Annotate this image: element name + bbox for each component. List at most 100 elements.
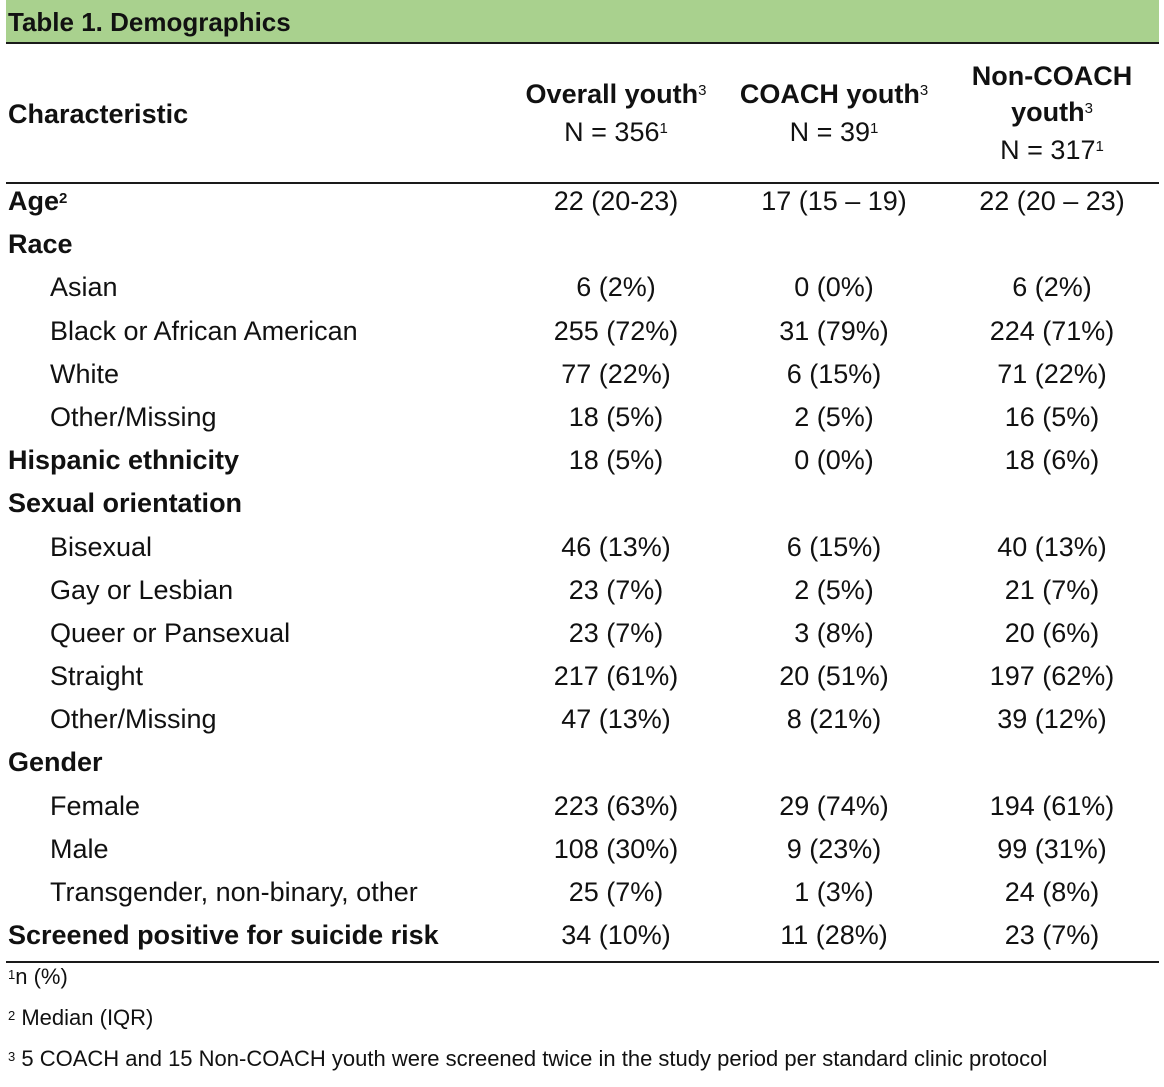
table-title-bar: Table 1. Demographics <box>6 0 1159 44</box>
table-row-suicide-risk: Screened positive for suicide risk 34 (1… <box>0 914 1164 957</box>
cell-coach: 6 (15%) <box>786 358 882 389</box>
header-coach-youth: COACH youth3 N = 391 <box>724 76 944 150</box>
cell-non-coach: 40 (13%) <box>997 531 1107 562</box>
header-overall-youth: Overall youth3 N = 3561 <box>506 76 726 150</box>
row-label: White <box>50 358 120 389</box>
row-label: Screened positive for suicide risk <box>8 920 439 951</box>
cell-coach: 20 (51%) <box>779 661 889 692</box>
cell-non-coach: 39 (12%) <box>997 704 1107 735</box>
table-row: Female 223 (63%) 29 (74%) 194 (61%) <box>0 785 1164 828</box>
cell-overall: 223 (63%) <box>553 790 679 821</box>
table-body: Age2 22 (20-23) 17 (15 – 19) 22 (20 – 23… <box>0 180 1164 957</box>
row-label: Gender <box>8 747 103 778</box>
cell-non-coach: 197 (62%) <box>989 661 1115 692</box>
table-row: Transgender, non-binary, other 25 (7%) 1… <box>0 871 1164 914</box>
table-bottom-rule <box>6 961 1159 963</box>
row-label: Hispanic ethnicity <box>8 445 240 476</box>
cell-non-coach: 224 (71%) <box>989 315 1115 346</box>
cell-coach: 9 (23%) <box>786 833 882 864</box>
header-overall-youth-name: Overall youth3 <box>525 79 707 109</box>
table-row: Bisexual 46 (13%) 6 (15%) 40 (13%) <box>0 526 1164 569</box>
cell-non-coach: 21 (7%) <box>1004 574 1100 605</box>
cell-coach: 3 (8%) <box>794 617 874 648</box>
row-label: Age2 <box>8 186 68 216</box>
table-row: Gay or Lesbian 23 (7%) 2 (5%) 21 (7%) <box>0 569 1164 612</box>
footnotes: 1n (%) 2 Median (IQR) 3 5 COACH and 15 N… <box>8 964 1158 1087</box>
row-label: Sexual orientation <box>8 488 243 519</box>
footnote-1: 1n (%) <box>8 964 68 989</box>
cell-coach: 2 (5%) <box>794 401 874 432</box>
table-row-gender: Gender <box>0 741 1164 784</box>
cell-non-coach: 6 (2%) <box>1012 272 1092 303</box>
table-row: Straight 217 (61%) 20 (51%) 197 (62%) <box>0 655 1164 698</box>
cell-overall: 217 (61%) <box>553 661 679 692</box>
row-label: Asian <box>50 272 118 303</box>
cell-coach: 1 (3%) <box>794 877 874 907</box>
table-row-sexual-orientation: Sexual orientation <box>0 482 1164 525</box>
header-characteristic: Characteristic <box>8 99 189 129</box>
cell-coach: 31 (79%) <box>779 315 889 346</box>
header-non-coach-youth-name-line1: Non-COACH <box>971 61 1133 91</box>
cell-non-coach: 16 (5%) <box>1004 401 1100 432</box>
row-label: Bisexual <box>50 531 153 562</box>
row-label: Other/Missing <box>50 401 217 432</box>
cell-overall: 23 (7%) <box>568 617 664 648</box>
table-row-race: Race <box>0 223 1164 266</box>
cell-overall: 34 (10%) <box>561 920 671 951</box>
cell-overall: 47 (13%) <box>561 704 671 735</box>
row-label: Race <box>8 229 73 260</box>
table-row: Queer or Pansexual 23 (7%) 3 (8%) 20 (6%… <box>0 612 1164 655</box>
cell-overall: 108 (30%) <box>553 833 679 864</box>
row-label: Other/Missing <box>50 704 217 735</box>
table-row: Asian 6 (2%) 0 (0%) 6 (2%) <box>0 266 1164 309</box>
row-label: Queer or Pansexual <box>50 617 291 648</box>
table-row: Other/Missing 47 (13%) 8 (21%) 39 (12%) <box>0 698 1164 741</box>
cell-coach: 8 (21%) <box>786 704 882 735</box>
cell-coach: 6 (15%) <box>786 531 882 562</box>
row-label: Male <box>50 833 109 864</box>
row-label: Transgender, non-binary, other <box>50 877 418 907</box>
row-label: Straight <box>50 661 144 692</box>
cell-non-coach: 20 (6%) <box>1004 617 1100 648</box>
header-coach-youth-name: COACH youth3 <box>739 79 929 109</box>
cell-non-coach: 99 (31%) <box>997 833 1107 864</box>
cell-overall: 255 (72%) <box>553 315 679 346</box>
cell-overall: 23 (7%) <box>568 574 664 605</box>
footnote-3: 3 5 COACH and 15 Non-COACH youth were sc… <box>8 1046 1048 1071</box>
row-label: Black or African American <box>50 315 358 346</box>
table-row: White 77 (22%) 6 (15%) 71 (22%) <box>0 353 1164 396</box>
header-non-coach-youth: Non-COACH youth3 N = 3171 <box>942 58 1162 168</box>
cell-overall: 46 (13%) <box>561 531 671 562</box>
cell-coach: 0 (0%) <box>794 445 874 476</box>
row-label: Gay or Lesbian <box>50 574 234 605</box>
table-row-hispanic-ethnicity: Hispanic ethnicity 18 (5%) 0 (0%) 18 (6%… <box>0 439 1164 482</box>
cell-overall: 6 (2%) <box>576 272 656 303</box>
cell-non-coach: 24 (8%) <box>1004 877 1100 907</box>
footnote-2: 2 Median (IQR) <box>8 1005 154 1030</box>
cell-coach: 0 (0%) <box>794 272 874 303</box>
header-rule <box>6 182 1159 184</box>
cell-overall: 25 (7%) <box>568 877 664 907</box>
cell-non-coach: 18 (6%) <box>1004 445 1100 476</box>
table-row: Other/Missing 18 (5%) 2 (5%) 16 (5%) <box>0 396 1164 439</box>
cell-overall: 18 (5%) <box>568 401 664 432</box>
table-row: Male 108 (30%) 9 (23%) 99 (31%) <box>0 828 1164 871</box>
table-row-age: Age2 22 (20-23) 17 (15 – 19) 22 (20 – 23… <box>0 180 1164 223</box>
cell-overall: 22 (20-23) <box>553 186 679 216</box>
cell-overall: 77 (22%) <box>561 358 671 389</box>
cell-overall: 18 (5%) <box>568 445 664 476</box>
cell-coach: 2 (5%) <box>794 574 874 605</box>
cell-non-coach: 194 (61%) <box>989 790 1115 821</box>
header-non-coach-youth-name-line2: youth3 <box>1011 97 1093 127</box>
cell-non-coach: 23 (7%) <box>1004 920 1100 951</box>
header-coach-youth-n: N = 391 <box>789 117 879 147</box>
header-overall-youth-n: N = 3561 <box>564 117 668 147</box>
cell-non-coach: 71 (22%) <box>997 358 1107 389</box>
table-row: Black or African American 255 (72%) 31 (… <box>0 310 1164 353</box>
table-title: Table 1. Demographics <box>8 7 291 37</box>
row-label: Female <box>50 790 141 821</box>
cell-coach: 29 (74%) <box>779 790 889 821</box>
cell-coach: 17 (15 – 19) <box>761 186 907 216</box>
header-non-coach-youth-n: N = 3171 <box>1000 135 1104 165</box>
cell-non-coach: 22 (20 – 23) <box>979 186 1125 216</box>
